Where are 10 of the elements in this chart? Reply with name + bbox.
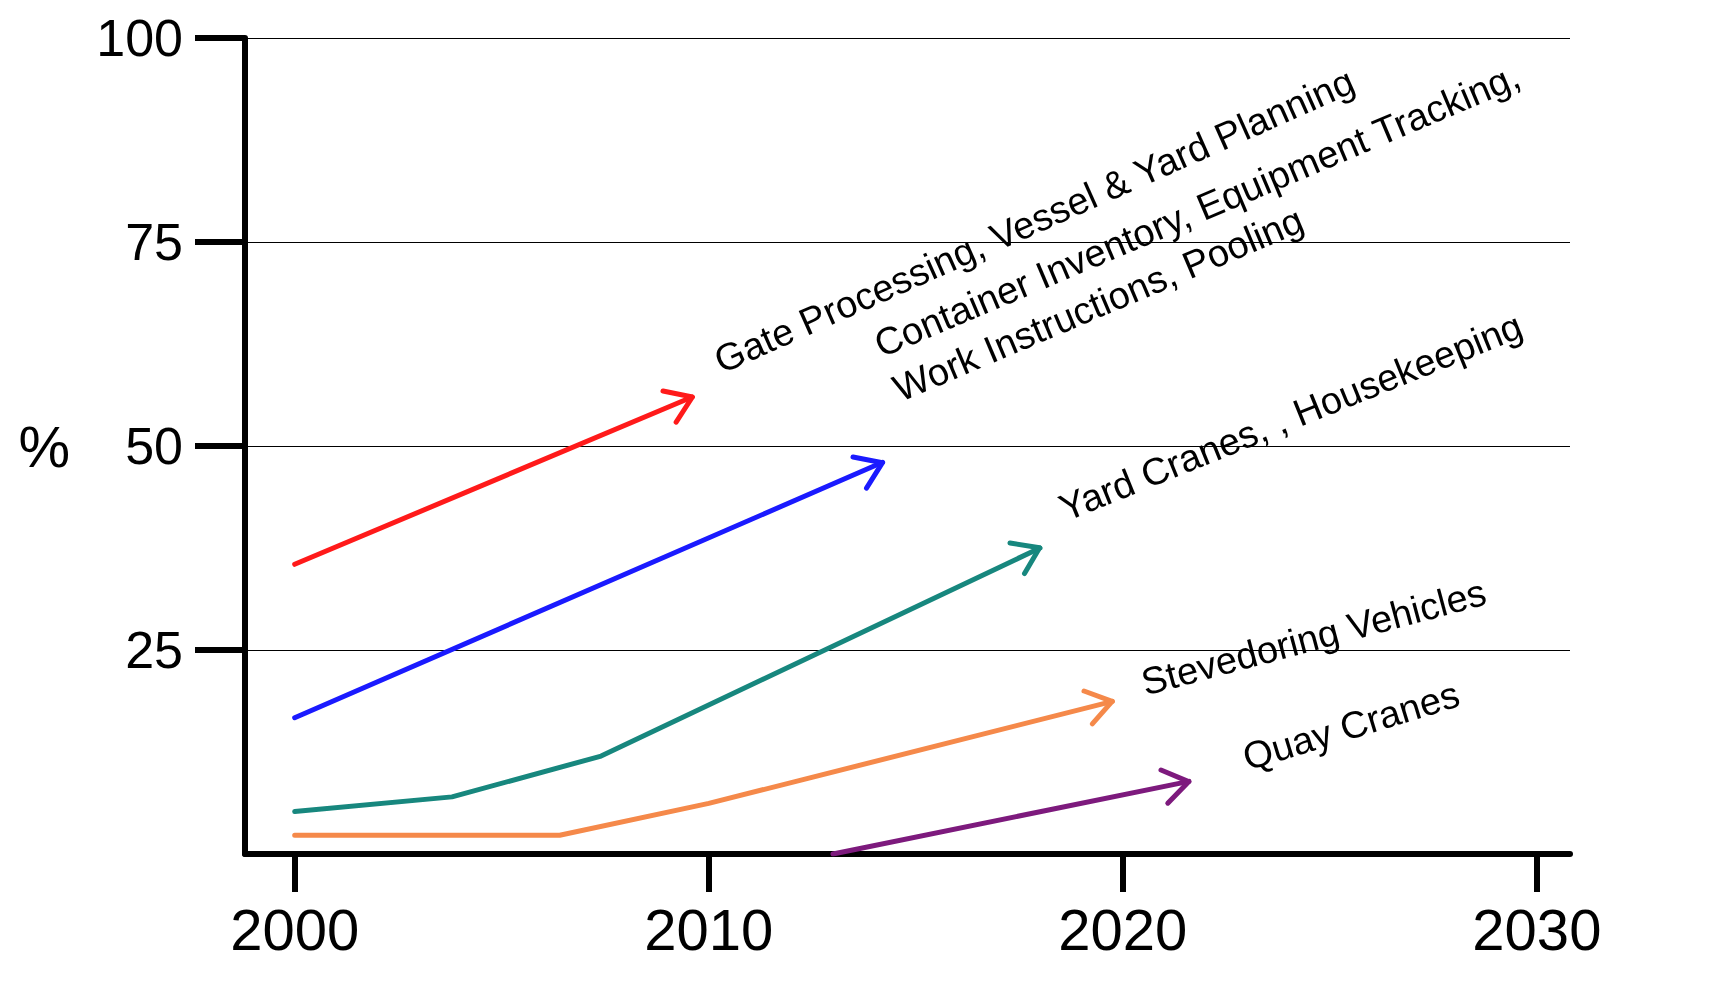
y-axis-title: %: [18, 413, 70, 479]
y-tick-label: 75: [125, 213, 183, 271]
y-tick-label: 25: [125, 621, 183, 679]
x-tick-label: 2000: [230, 896, 360, 962]
annotation: Quay Cranes: [1237, 673, 1465, 779]
y-tick-label: 50: [125, 417, 183, 475]
x-tick-label: 2010: [644, 896, 774, 962]
y-tick-label: 100: [96, 9, 183, 67]
x-tick-label: 2020: [1058, 896, 1188, 962]
x-tick-label: 2030: [1472, 896, 1602, 962]
